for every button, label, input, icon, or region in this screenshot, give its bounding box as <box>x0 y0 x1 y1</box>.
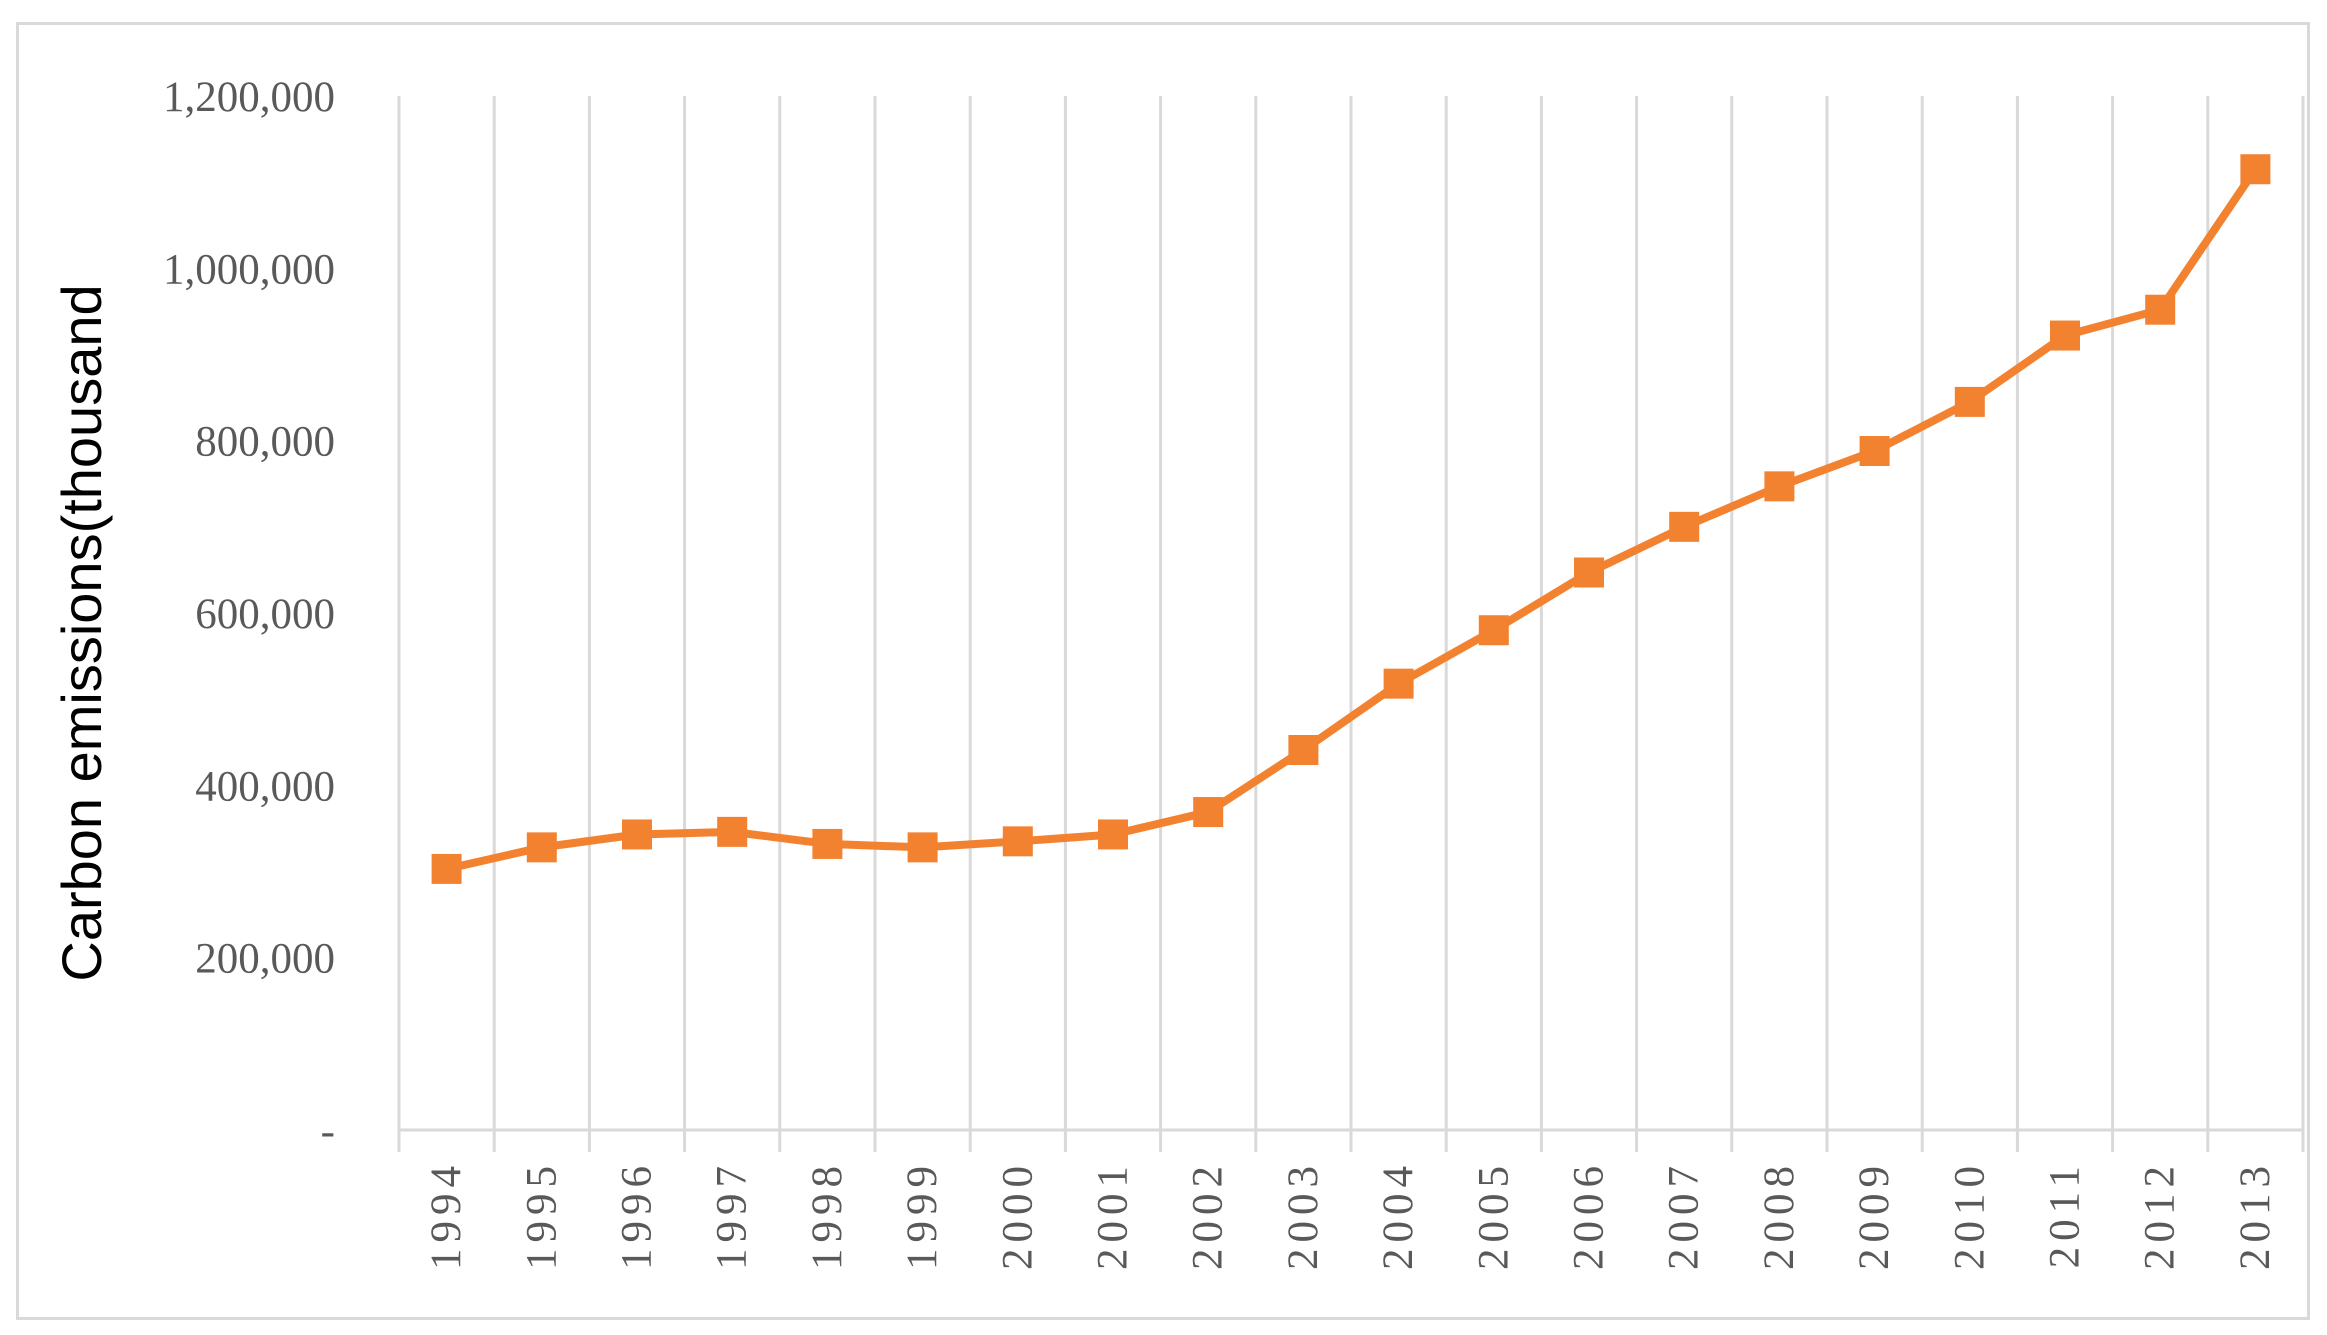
y-tick-label: 400,000 <box>195 763 335 810</box>
x-tick-label: 2000 <box>994 1160 1041 1270</box>
x-tick-label: 2001 <box>1090 1160 1137 1270</box>
x-tick-label: 2004 <box>1375 1160 1422 1270</box>
x-tick-label: 2009 <box>1851 1160 1898 1270</box>
data-point-marker <box>1954 386 1985 417</box>
y-axis-title: Carbon emissions(thousand <box>50 284 113 981</box>
y-tick-label: 1,000,000 <box>163 246 335 293</box>
x-tick-label: 2005 <box>1470 1160 1517 1270</box>
x-tick-label: 2003 <box>1280 1160 1327 1270</box>
y-tick-label: - <box>321 1108 335 1155</box>
data-point-marker <box>2145 294 2176 325</box>
data-point-marker <box>1764 471 1795 502</box>
data-point-marker <box>1383 668 1414 699</box>
data-point-marker <box>526 832 557 863</box>
y-tick-labels: - 200,000 400,000 600,000 800,000 1,000,000 1,… <box>163 74 335 1155</box>
x-tick-label: 2010 <box>1946 1160 1993 1270</box>
data-point-marker <box>1574 557 1604 588</box>
data-point-marker <box>2050 320 2080 351</box>
data-point-marker <box>1098 819 1128 850</box>
data-point-marker <box>1669 511 1700 542</box>
series-layer <box>431 154 2271 884</box>
x-tick-label: 2006 <box>1566 1160 1613 1270</box>
line-chart: - 200,000 400,000 600,000 800,000 1,000,000 1,… <box>50 74 2305 1270</box>
data-point-marker <box>812 828 843 859</box>
data-point-marker <box>1288 735 1319 766</box>
data-point-marker <box>1002 826 1033 857</box>
x-tick-label: 1999 <box>899 1160 946 1270</box>
gridlines <box>397 96 2305 1152</box>
data-point-marker <box>717 816 748 847</box>
y-tick-label: 1,200,000 <box>163 74 335 121</box>
x-tick-label: 2002 <box>1185 1160 1232 1270</box>
x-tick-label: 1994 <box>423 1160 470 1270</box>
x-tick-label: 2011 <box>2042 1160 2089 1268</box>
data-point-marker <box>2240 154 2271 185</box>
x-tick-label: 1998 <box>804 1160 851 1270</box>
series-line <box>442 165 2260 873</box>
y-tick-label: 800,000 <box>195 419 335 466</box>
x-tick-label: 1997 <box>709 1160 756 1270</box>
data-point-marker <box>1859 436 1890 467</box>
data-point-marker <box>1478 615 1509 646</box>
x-tick-label: 1995 <box>518 1160 565 1270</box>
data-point-marker <box>907 832 938 863</box>
x-tick-label: 2012 <box>2137 1160 2184 1270</box>
data-point-marker <box>622 819 652 850</box>
chart-frame: - 200,000 400,000 600,000 800,000 1,000,000 1,… <box>16 22 2310 1320</box>
x-tick-label: 2007 <box>1661 1160 1708 1270</box>
x-tick-label: 2008 <box>1756 1160 1803 1270</box>
y-tick-label: 600,000 <box>195 591 335 638</box>
data-point-marker <box>1193 797 1224 828</box>
x-tick-label: 1996 <box>614 1160 661 1270</box>
y-tick-label: 200,000 <box>195 936 335 983</box>
x-tick-label: 2013 <box>2232 1160 2279 1270</box>
x-tick-labels: 1994 1995 1996 1997 1998 1999 2000 2001 2002 2003… <box>423 1160 2279 1270</box>
data-point-marker <box>431 853 462 884</box>
